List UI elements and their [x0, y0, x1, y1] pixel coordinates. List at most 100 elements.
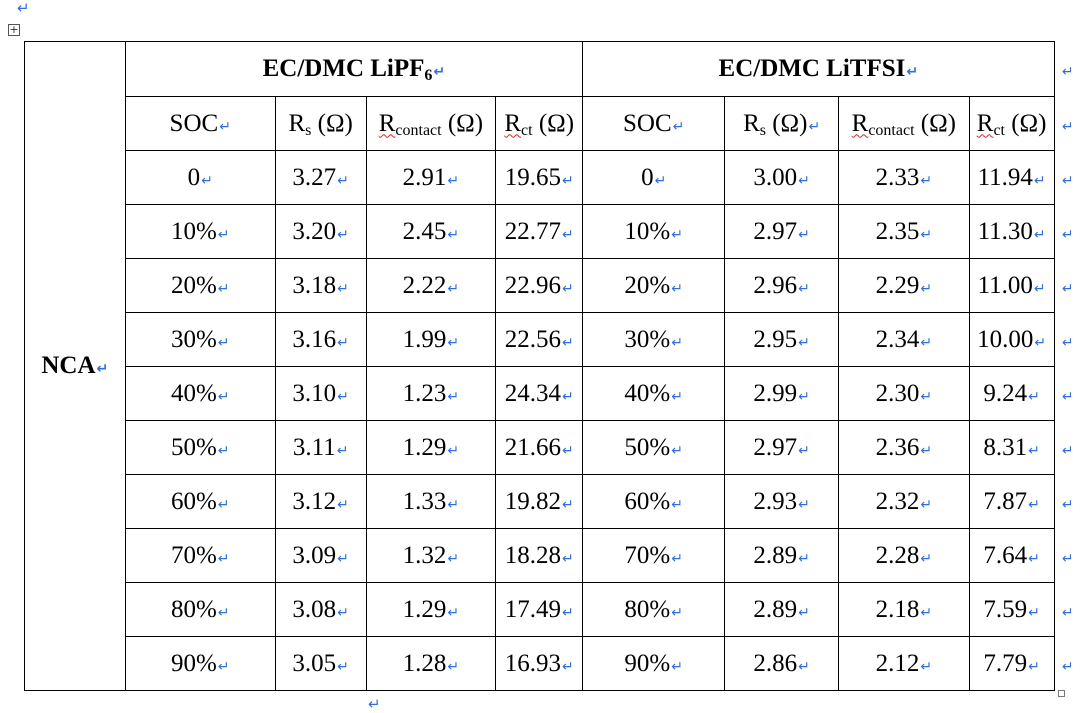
table-row: 10%↵3.20↵2.45↵22.77↵10%↵2.97↵2.35↵11.30↵…	[25, 205, 1080, 259]
rcontact-cell-litfsi: 2.34↵	[838, 313, 969, 367]
soc-cell-lipf6: 20%↵	[125, 259, 275, 313]
rs-cell-lipf6: 3.27↵	[275, 151, 366, 205]
col-header-rcontact-litfsi: Rcontact (Ω)	[838, 97, 969, 151]
soc-cell-litfsi: 60%↵	[583, 475, 725, 529]
group-header-lipf6: EC/DMC LiPF6↵	[125, 42, 582, 97]
rcontact-cell-lipf6: 1.32↵	[366, 529, 496, 583]
rct-cell-litfsi: 7.79↵	[969, 637, 1054, 691]
soc-cell-litfsi: 30%↵	[583, 313, 725, 367]
table-row: 60%↵3.12↵1.33↵19.82↵60%↵2.93↵2.32↵7.87↵↵	[25, 475, 1080, 529]
rct-cell-lipf6: 16.93↵	[496, 637, 583, 691]
rs-cell-lipf6: 3.16↵	[275, 313, 366, 367]
rs-cell-lipf6: 3.05↵	[275, 637, 366, 691]
rs-cell-litfsi: 2.99↵	[725, 367, 839, 421]
rcontact-cell-litfsi: 2.29↵	[838, 259, 969, 313]
rct-cell-litfsi: 11.00↵	[969, 259, 1054, 313]
rct-cell-litfsi: 11.94↵	[969, 151, 1054, 205]
rs-cell-litfsi: 2.97↵	[725, 421, 839, 475]
soc-cell-lipf6: 0↵	[125, 151, 275, 205]
rct-cell-lipf6: 21.66↵	[496, 421, 583, 475]
rcontact-cell-lipf6: 2.45↵	[366, 205, 496, 259]
soc-cell-litfsi: 90%↵	[583, 637, 725, 691]
rcontact-cell-litfsi: 2.32↵	[838, 475, 969, 529]
rs-cell-litfsi: 2.93↵	[725, 475, 839, 529]
rs-cell-litfsi: 2.96↵	[725, 259, 839, 313]
col-header-rs-lipf6: Rs (Ω)	[275, 97, 366, 151]
rcontact-cell-litfsi: 2.12↵	[838, 637, 969, 691]
row-end-mark: ↵	[1054, 313, 1080, 367]
rs-cell-lipf6: 3.20↵	[275, 205, 366, 259]
rs-cell-litfsi: 2.95↵	[725, 313, 839, 367]
soc-cell-litfsi: 0↵	[583, 151, 725, 205]
rct-cell-litfsi: 7.59↵	[969, 583, 1054, 637]
rcontact-cell-lipf6: 1.33↵	[366, 475, 496, 529]
rs-cell-lipf6: 3.09↵	[275, 529, 366, 583]
row-end-mark: ↵	[1054, 205, 1080, 259]
soc-cell-lipf6: 50%↵	[125, 421, 275, 475]
rct-cell-lipf6: 18.28↵	[496, 529, 583, 583]
rs-cell-litfsi: 3.00↵	[725, 151, 839, 205]
row-end-mark: ↵	[1054, 97, 1080, 151]
material-label: NCA	[41, 352, 95, 379]
rct-cell-litfsi: 10.00↵	[969, 313, 1054, 367]
rs-cell-lipf6: 3.11↵	[275, 421, 366, 475]
rct-cell-lipf6: 22.77↵	[496, 205, 583, 259]
rcontact-cell-litfsi: 2.28↵	[838, 529, 969, 583]
row-end-mark: ↵	[1054, 42, 1080, 97]
rcontact-cell-lipf6: 1.23↵	[366, 367, 496, 421]
row-end-mark: ↵	[1054, 529, 1080, 583]
group-header-row: NCA↵ EC/DMC LiPF6↵ EC/DMC LiTFSI↵ ↵	[25, 42, 1080, 97]
rs-cell-litfsi: 2.89↵	[725, 529, 839, 583]
table-row: 0↵3.27↵2.91↵19.65↵0↵3.00↵2.33↵11.94↵↵	[25, 151, 1080, 205]
table-row: 70%↵3.09↵1.32↵18.28↵70%↵2.89↵2.28↵7.64↵↵	[25, 529, 1080, 583]
rcontact-cell-litfsi: 2.33↵	[838, 151, 969, 205]
rct-cell-litfsi: 7.64↵	[969, 529, 1054, 583]
soc-cell-lipf6: 10%↵	[125, 205, 275, 259]
col-header-rct-litfsi: Rct (Ω)	[969, 97, 1054, 151]
table-resize-handle[interactable]	[1058, 690, 1065, 697]
col-header-soc-lipf6: SOC↵	[125, 97, 275, 151]
row-end-mark: ↵	[1054, 475, 1080, 529]
soc-cell-lipf6: 30%↵	[125, 313, 275, 367]
rcontact-cell-lipf6: 2.91↵	[366, 151, 496, 205]
table-row: 40%↵3.10↵1.23↵24.34↵40%↵2.99↵2.30↵9.24↵↵	[25, 367, 1080, 421]
material-cell: NCA↵	[25, 42, 126, 691]
group-header-litfsi: EC/DMC LiTFSI↵	[583, 42, 1054, 97]
column-header-row: SOC↵ Rs (Ω) Rcontact (Ω) Rct (Ω) SOC↵ Rs…	[25, 97, 1080, 151]
rs-cell-litfsi: 2.97↵	[725, 205, 839, 259]
rcontact-cell-lipf6: 1.99↵	[366, 313, 496, 367]
rct-cell-lipf6: 22.56↵	[496, 313, 583, 367]
rct-cell-litfsi: 9.24↵	[969, 367, 1054, 421]
rcontact-cell-litfsi: 2.36↵	[838, 421, 969, 475]
row-end-mark: ↵	[1054, 421, 1080, 475]
paragraph-mark-top: ↵	[17, 1, 30, 16]
rcontact-cell-litfsi: 2.18↵	[838, 583, 969, 637]
rs-cell-lipf6: 3.12↵	[275, 475, 366, 529]
soc-cell-litfsi: 50%↵	[583, 421, 725, 475]
table-row: 30%↵3.16↵1.99↵22.56↵30%↵2.95↵2.34↵10.00↵…	[25, 313, 1080, 367]
rcontact-cell-lipf6: 1.29↵	[366, 583, 496, 637]
table-row: 80%↵3.08↵1.29↵17.49↵80%↵2.89↵2.18↵7.59↵↵	[25, 583, 1080, 637]
table-move-handle-icon[interactable]: +	[8, 24, 20, 36]
rs-cell-litfsi: 2.89↵	[725, 583, 839, 637]
soc-cell-lipf6: 80%↵	[125, 583, 275, 637]
rs-cell-lipf6: 3.18↵	[275, 259, 366, 313]
rct-cell-lipf6: 19.65↵	[496, 151, 583, 205]
soc-cell-litfsi: 10%↵	[583, 205, 725, 259]
rs-cell-litfsi: 2.86↵	[725, 637, 839, 691]
soc-cell-litfsi: 80%↵	[583, 583, 725, 637]
col-header-rct-lipf6: Rct (Ω)	[496, 97, 583, 151]
soc-cell-lipf6: 70%↵	[125, 529, 275, 583]
rct-cell-lipf6: 19.82↵	[496, 475, 583, 529]
rct-cell-lipf6: 17.49↵	[496, 583, 583, 637]
table-row: 90%↵3.05↵1.28↵16.93↵90%↵2.86↵2.12↵7.79↵↵	[25, 637, 1080, 691]
rcontact-cell-litfsi: 2.30↵	[838, 367, 969, 421]
soc-cell-lipf6: 90%↵	[125, 637, 275, 691]
row-end-mark: ↵	[1054, 367, 1080, 421]
col-header-soc-litfsi: SOC↵	[583, 97, 725, 151]
impedance-table: NCA↵ EC/DMC LiPF6↵ EC/DMC LiTFSI↵ ↵ SOC↵…	[24, 41, 1080, 691]
soc-cell-litfsi: 20%↵	[583, 259, 725, 313]
soc-cell-litfsi: 40%↵	[583, 367, 725, 421]
rct-cell-litfsi: 8.31↵	[969, 421, 1054, 475]
col-header-rs-litfsi: Rs (Ω)↵	[725, 97, 839, 151]
